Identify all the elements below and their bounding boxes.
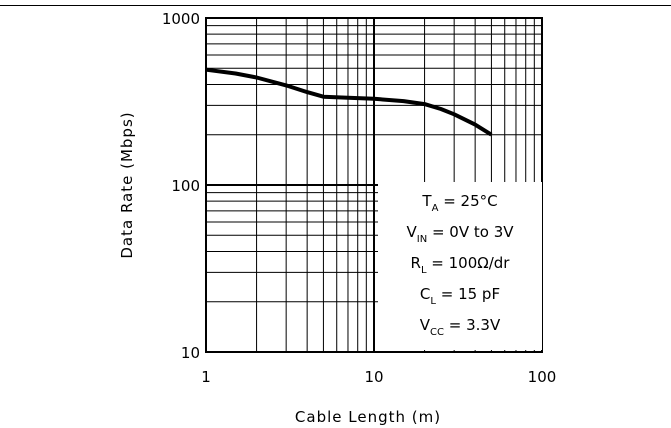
y-tick-label: 100 xyxy=(171,177,200,195)
conditions-box-background xyxy=(378,182,542,350)
x-axis-label: Cable Length (m) xyxy=(295,408,441,426)
condition-subscript: A xyxy=(432,203,439,214)
y-tick-label: 1000 xyxy=(162,10,200,28)
condition-value: = 0V to 3V xyxy=(427,223,514,241)
condition-symbol: T xyxy=(421,192,432,210)
condition-subscript: IN xyxy=(417,234,427,245)
condition-value: = 3.3V xyxy=(444,316,501,334)
y-axis-label: Data Rate (Mbps) xyxy=(118,111,136,258)
condition-symbol: V xyxy=(420,316,431,334)
condition-value: = 100Ω/dr xyxy=(427,254,511,272)
x-tick-label: 100 xyxy=(528,368,557,386)
condition-subscript: CC xyxy=(430,327,444,338)
condition-line: VCC = 3.3V xyxy=(420,316,501,338)
condition-subscript: L xyxy=(421,265,427,276)
condition-symbol: R xyxy=(411,254,421,272)
condition-symbol: C xyxy=(420,285,430,303)
condition-value: = 15 pF xyxy=(436,285,500,303)
y-tick-label: 10 xyxy=(181,344,200,362)
condition-value: = 25°C xyxy=(438,192,497,210)
condition-symbol: V xyxy=(406,223,417,241)
x-tick-label: 10 xyxy=(364,368,383,386)
condition-line: CL = 15 pF xyxy=(420,285,500,307)
data-rate-curve xyxy=(205,67,493,137)
condition-line: VIN = 0V to 3V xyxy=(406,223,514,245)
condition-line: RL = 100Ω/dr xyxy=(411,254,511,276)
page-top-rule xyxy=(0,5,671,6)
condition-subscript: L xyxy=(430,296,436,307)
x-tick-label: 1 xyxy=(201,368,211,386)
condition-line: TA = 25°C xyxy=(421,192,497,214)
